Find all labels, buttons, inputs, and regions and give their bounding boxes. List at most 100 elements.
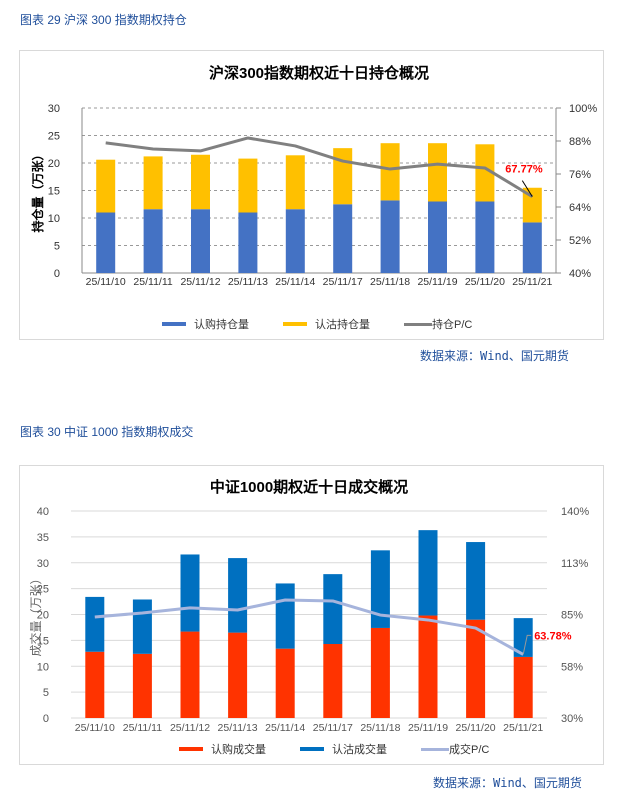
bar-call [418,615,438,718]
x-tick-label: 25/11/20 [456,722,496,734]
y2-tick-label: 100% [569,103,597,115]
x-tick-label: 25/11/11 [133,276,172,288]
bar-call [275,648,295,718]
legend-swatch-put [300,747,324,751]
bar-put [132,599,152,654]
annotation-leader [521,180,533,197]
legend-item-pc: 持仓P/C [404,316,472,332]
y-tick-label: 15 [48,186,60,198]
bar-put [143,156,163,210]
legend-label-pc: 持仓P/C [432,319,473,331]
chart-frame-open-interest: 沪深300指数期权近十日持仓概况 0 5 10 15 20 25 30 40% 52% 64% 76%… [19,50,604,340]
legend-swatch-pc [421,747,449,751]
bar-put [275,583,295,649]
legend-label-put: 认沽持仓量 [315,319,370,331]
y2-tick-label: 40% [569,268,591,280]
legend-item-call: 认购持仓量 [162,316,249,332]
y-tick-label: 20 [48,158,60,170]
annotation-leader [522,634,532,655]
x-tick-label: 25/11/12 [180,276,220,288]
bar-call [380,200,400,273]
legend-swatch-pc [404,322,432,326]
bar-call [522,222,542,273]
x-tick-label: 25/11/21 [503,722,543,734]
pc-ratio-line [105,136,534,198]
chart-volume: 中证1000期权近十日成交概况 0 5 10 15 20 25 30 35 40 30% 58% 85%… [28,478,589,734]
legend-item-call: 认购成交量 [179,741,266,757]
bar-put [228,558,248,633]
y-tick-label: 0 [54,268,60,280]
bar-call [513,656,533,718]
y-tick-label: 5 [43,687,49,699]
bar-call [85,651,105,718]
x-tick-label: 25/11/20 [465,276,505,288]
legend-swatch-put [283,322,307,326]
bar-call [370,627,390,718]
chart-open-interest: 沪深300指数期权近十日持仓概况 0 5 10 15 20 25 30 40% 52% 64% 76%… [30,64,597,288]
bar-put [96,159,116,213]
x-tick-label: 25/11/18 [370,276,410,288]
y-tick-label: 25 [48,131,60,143]
legend-volume: 认购成交量 认沽成交量 成交P/C [179,741,523,757]
bar-call [428,201,447,273]
bar-put [466,542,486,620]
legend-item-pc: 成交P/C [421,741,489,757]
y-tick-label: 25 [37,584,49,596]
bar-call [333,204,353,273]
bar-call [191,209,210,273]
y-tick-label: 5 [54,241,60,253]
y-tick-label: 10 [48,213,60,225]
y-tick-label: 0 [43,713,49,725]
figure-29-caption: 图表 29 沪深 300 指数期权持仓 [20,13,187,27]
bar-put [513,618,533,657]
legend-label-call: 认购持仓量 [194,319,249,331]
y2-tick-label: 30% [561,713,583,725]
legend-label-call: 认购成交量 [211,744,266,756]
x-tick-label: 25/11/10 [75,722,115,734]
legend-open-interest: 认购持仓量 认沽持仓量 持仓P/C [162,316,506,332]
y-tick-label: 20 [37,610,49,622]
y-tick-label: 15 [37,635,49,647]
chart-title: 中证1000期权近十日成交概况 [210,478,408,496]
bar-put [323,574,343,644]
bar-call [143,209,163,273]
x-tick-label: 25/11/11 [123,722,162,734]
x-tick-label: 25/11/10 [86,276,126,288]
legend-label-pc: 成交P/C [449,744,490,756]
y2-tick-label: 76% [569,169,591,181]
legend-item-put: 认沽成交量 [300,741,387,757]
bar-put [475,144,495,202]
bar-put [238,158,258,213]
bar-put [85,596,105,652]
bar-call [475,201,495,273]
bar-call [238,212,258,273]
bar-put [428,143,447,202]
bar-put [285,155,305,210]
bar-put [418,530,438,616]
bar-call [466,619,486,718]
x-tick-label: 25/11/17 [313,722,353,734]
y2-tick-label: 64% [569,202,591,214]
y2-tick-label: 52% [569,235,591,247]
figure-30-source: 数据来源：Wind、国元期货 [433,776,582,790]
y-tick-label: 10 [37,661,49,673]
y2-tick-label: 113% [561,558,589,570]
y2-tick-label: 140% [561,506,589,518]
y2-tick-label: 58% [561,661,583,673]
figure-30-caption: 图表 30 中证 1000 指数期权成交 [20,425,194,439]
y2-tick-label: 88% [569,136,591,148]
y-tick-label: 30 [48,103,60,115]
legend-swatch-call [179,747,203,751]
bar-call [323,643,343,718]
y2-tick-label: 85% [561,610,583,622]
legend-item-put: 认沽持仓量 [283,316,370,332]
bar-call [228,632,248,718]
bar-put [180,554,200,632]
bar-call [96,212,116,273]
y-axis-title: 持仓量（万张） [30,148,45,232]
x-tick-label: 25/11/14 [265,722,305,734]
bar-call [285,209,305,273]
x-tick-label: 25/11/12 [170,722,210,734]
x-tick-label: 25/11/14 [275,276,315,288]
bar-put [380,143,400,201]
